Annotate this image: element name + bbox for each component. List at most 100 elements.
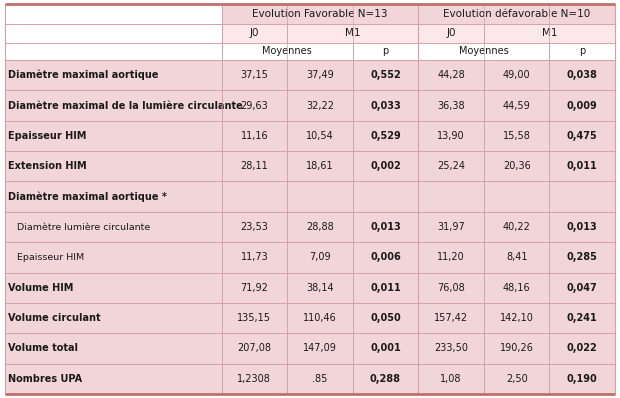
Text: 0,050: 0,050	[370, 313, 401, 323]
Text: Moyennes: Moyennes	[459, 47, 509, 57]
Bar	[5, 181, 221, 212]
Bar	[353, 333, 418, 364]
Text: J0: J0	[446, 29, 456, 39]
Text: 20,36: 20,36	[503, 161, 531, 171]
Bar	[418, 151, 484, 181]
Text: 71,92: 71,92	[241, 283, 268, 293]
Bar	[221, 90, 287, 121]
Text: 76,08: 76,08	[437, 283, 465, 293]
Text: Moyennes: Moyennes	[262, 47, 312, 57]
Text: 0,011: 0,011	[567, 161, 598, 171]
Bar	[484, 151, 549, 181]
Text: 0,529: 0,529	[370, 131, 401, 141]
Bar	[484, 242, 549, 273]
Text: 28,88: 28,88	[306, 222, 334, 232]
Bar	[418, 4, 615, 24]
Bar	[221, 43, 353, 60]
Text: M1: M1	[345, 29, 360, 39]
Bar	[353, 121, 418, 151]
Text: Diamètre maximal aortique *: Diamètre maximal aortique *	[8, 191, 167, 202]
Bar	[5, 43, 221, 60]
Bar	[5, 273, 221, 303]
Bar	[353, 151, 418, 181]
Text: 1,2308: 1,2308	[237, 374, 272, 384]
Bar	[5, 303, 221, 333]
Bar	[287, 121, 353, 151]
Text: 0,013: 0,013	[567, 222, 598, 232]
Text: p: p	[579, 47, 585, 57]
Bar	[287, 151, 353, 181]
Text: 37,49: 37,49	[306, 70, 334, 80]
Bar	[221, 333, 287, 364]
Text: 0,002: 0,002	[370, 161, 401, 171]
Bar	[549, 273, 615, 303]
Bar	[484, 212, 549, 242]
Text: 8,41: 8,41	[506, 252, 528, 262]
Text: Volume total: Volume total	[8, 343, 78, 353]
Bar	[418, 333, 484, 364]
Text: Volume HIM: Volume HIM	[8, 283, 73, 293]
Text: 49,00: 49,00	[503, 70, 531, 80]
Bar	[287, 303, 353, 333]
Text: 0,013: 0,013	[370, 222, 401, 232]
Text: 2,50: 2,50	[506, 374, 528, 384]
Bar	[353, 212, 418, 242]
Text: 110,46: 110,46	[303, 313, 337, 323]
Bar	[549, 43, 615, 60]
Bar	[287, 273, 353, 303]
Text: 147,09: 147,09	[303, 343, 337, 353]
Bar	[549, 60, 615, 90]
Bar	[5, 60, 221, 90]
Bar	[549, 364, 615, 394]
Text: 40,22: 40,22	[503, 222, 531, 232]
Bar	[418, 43, 549, 60]
Bar	[484, 364, 549, 394]
Bar	[221, 151, 287, 181]
Bar	[287, 333, 353, 364]
Text: 10,54: 10,54	[306, 131, 334, 141]
Text: Diamètre maximal de la lumière circulante: Diamètre maximal de la lumière circulant…	[8, 101, 243, 111]
Text: 135,15: 135,15	[237, 313, 272, 323]
Text: 7,09: 7,09	[309, 252, 330, 262]
Bar	[5, 212, 221, 242]
Bar	[287, 90, 353, 121]
Bar	[287, 24, 418, 43]
Bar	[353, 43, 418, 60]
Bar	[353, 181, 418, 212]
Bar	[221, 60, 287, 90]
Bar	[549, 90, 615, 121]
Bar	[418, 181, 484, 212]
Bar	[221, 242, 287, 273]
Bar	[353, 303, 418, 333]
Bar	[418, 364, 484, 394]
Bar	[353, 364, 418, 394]
Bar	[418, 273, 484, 303]
Text: 207,08: 207,08	[237, 343, 272, 353]
Text: 13,90: 13,90	[437, 131, 465, 141]
Bar	[549, 181, 615, 212]
Text: 0,022: 0,022	[567, 343, 598, 353]
Text: 15,58: 15,58	[503, 131, 531, 141]
Bar	[484, 121, 549, 151]
Bar	[221, 303, 287, 333]
Bar	[221, 121, 287, 151]
Text: 11,73: 11,73	[241, 252, 268, 262]
Text: Diamètre lumière circulante: Diamètre lumière circulante	[17, 222, 150, 232]
Bar	[221, 24, 287, 43]
Text: 142,10: 142,10	[500, 313, 534, 323]
Text: 11,20: 11,20	[437, 252, 465, 262]
Text: 1,08: 1,08	[440, 374, 462, 384]
Bar	[5, 242, 221, 273]
Bar	[484, 273, 549, 303]
Bar	[287, 242, 353, 273]
Bar	[221, 181, 287, 212]
Text: 44,28: 44,28	[437, 70, 465, 80]
Text: .85: .85	[312, 374, 327, 384]
Bar	[484, 303, 549, 333]
Bar	[418, 24, 484, 43]
Bar	[287, 60, 353, 90]
Text: 37,15: 37,15	[241, 70, 268, 80]
Text: 0,285: 0,285	[567, 252, 598, 262]
Bar	[549, 212, 615, 242]
Text: 36,38: 36,38	[437, 101, 465, 111]
